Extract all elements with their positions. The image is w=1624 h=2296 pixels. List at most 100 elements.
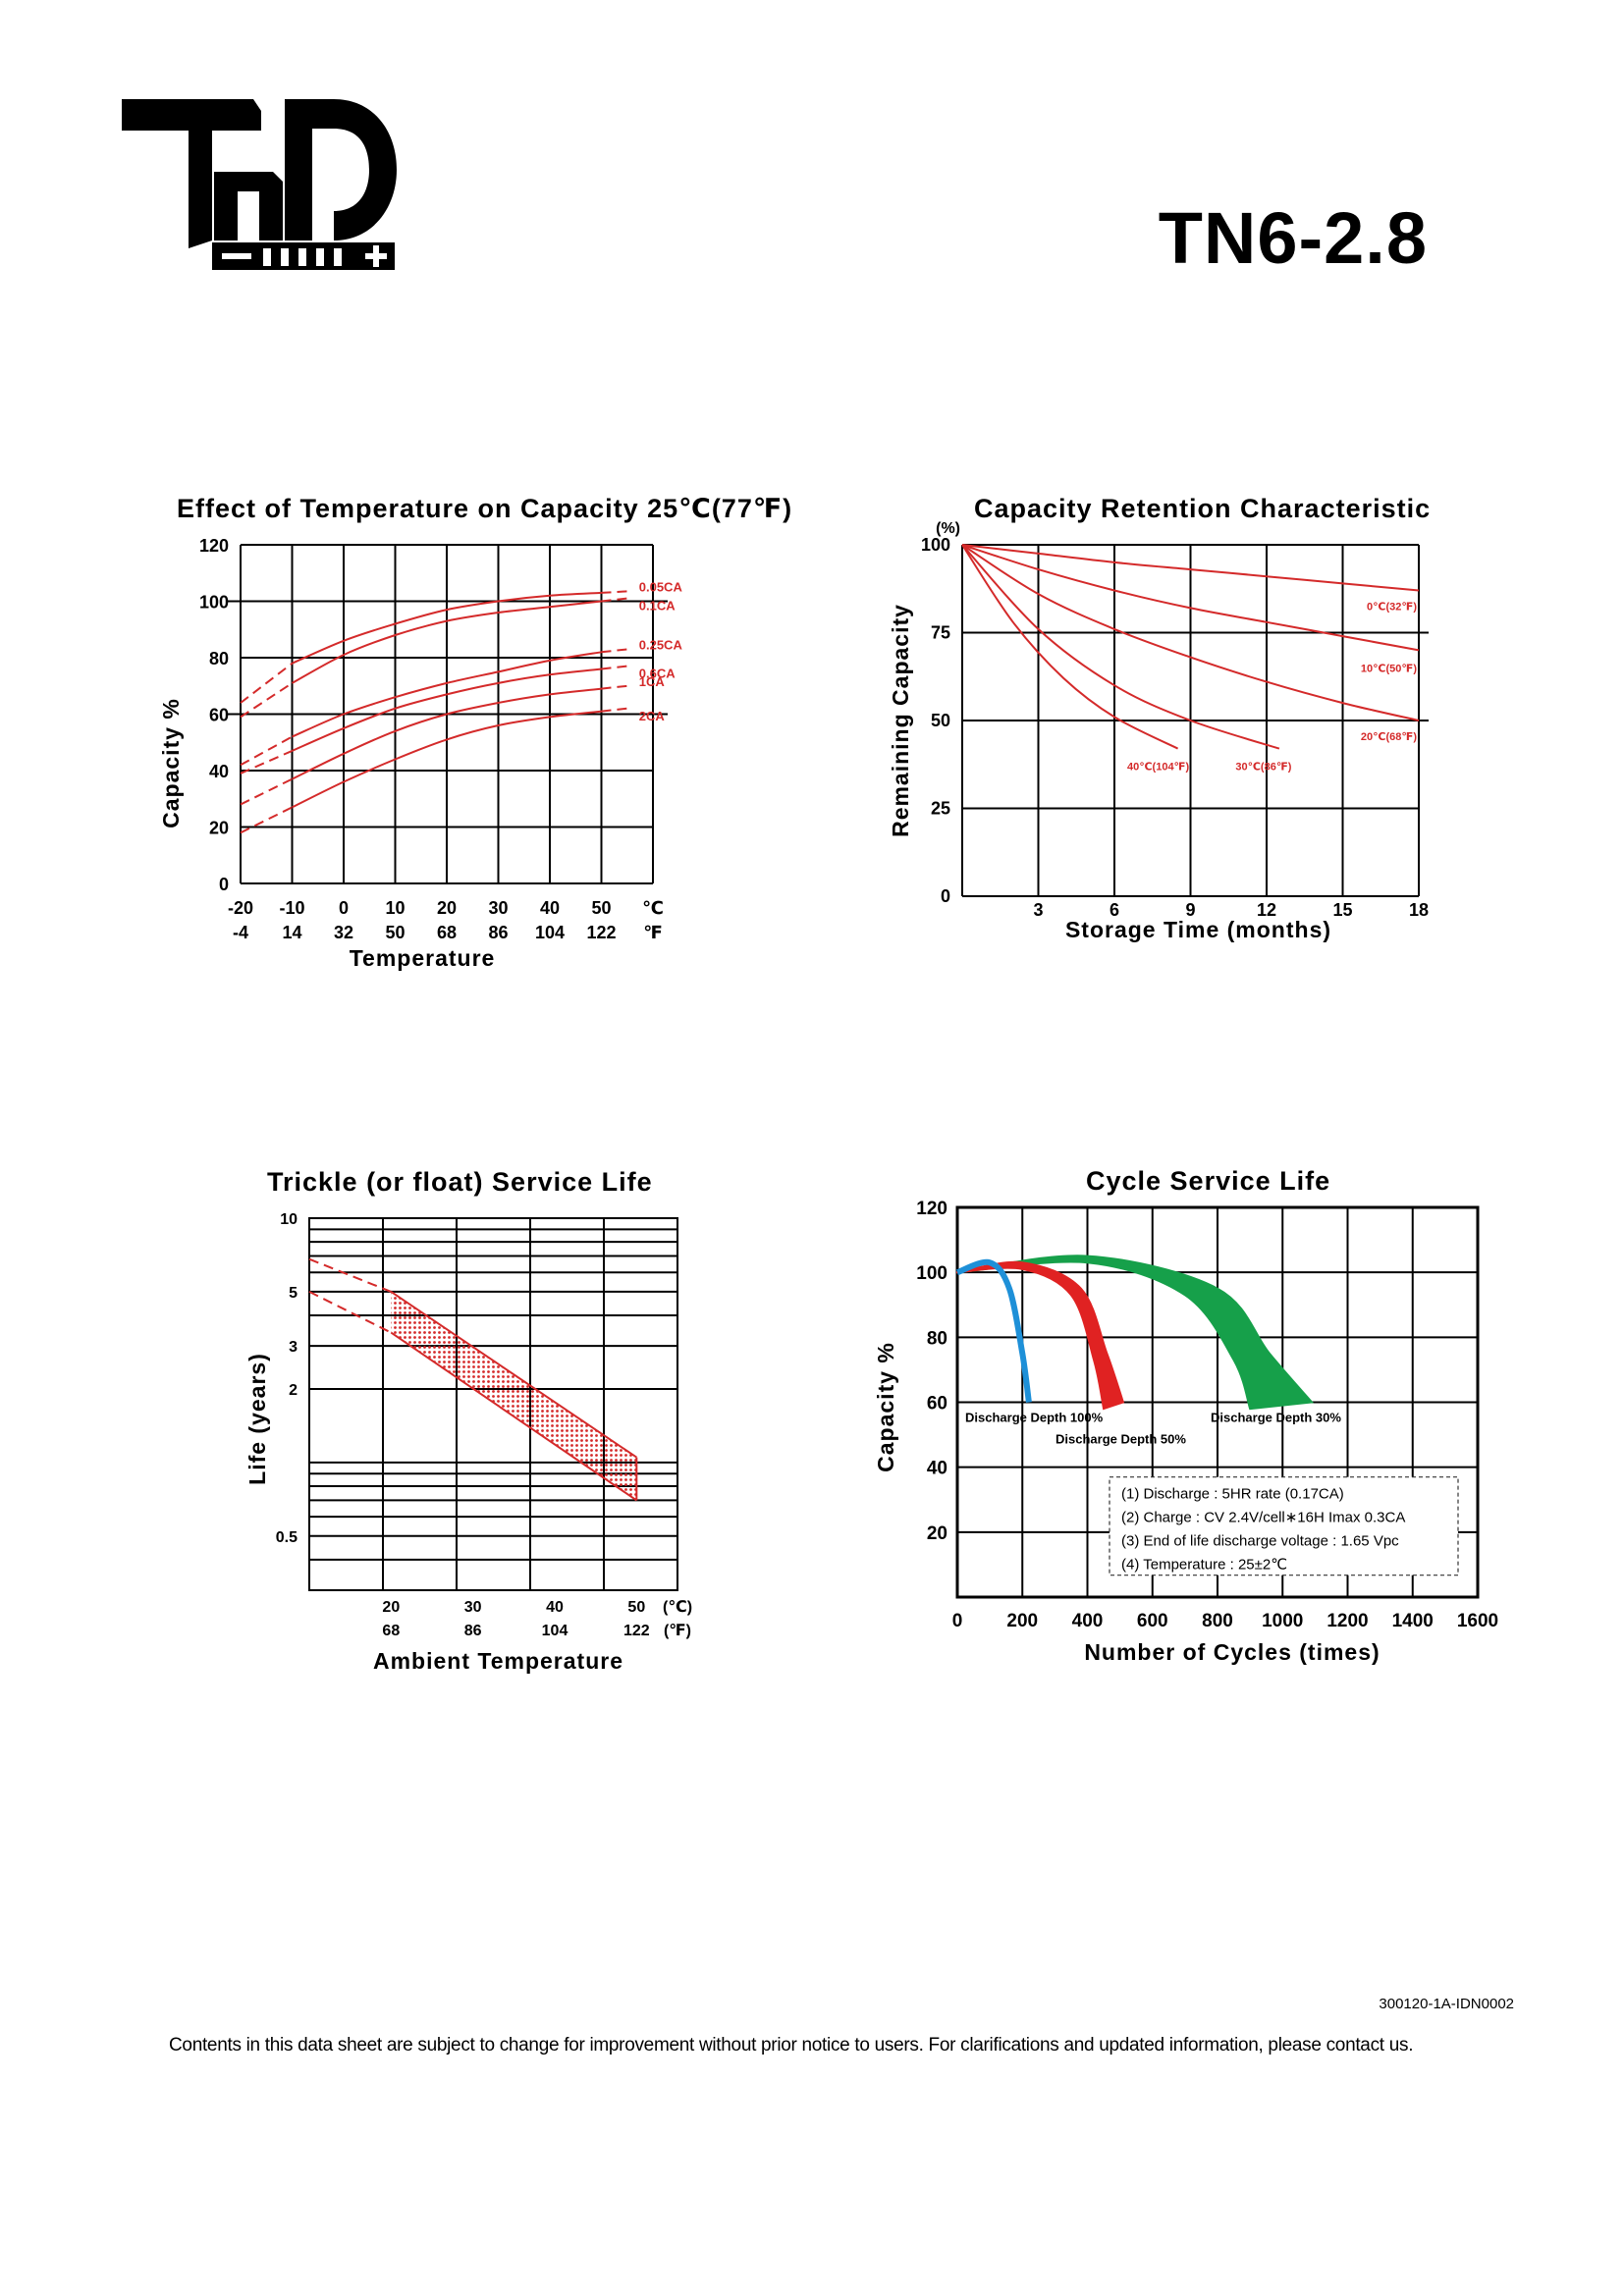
x-tick-label-f: 104	[542, 1623, 568, 1639]
series-curve	[961, 544, 1420, 592]
series-label: 2CA	[639, 709, 666, 723]
series-curve-dashed	[240, 682, 294, 719]
x-tick-label-c: 40	[546, 1599, 564, 1616]
x-tick-label: 600	[1137, 1611, 1168, 1631]
x-tick-label-c: 10	[385, 898, 405, 918]
x-tick-label: 15	[1332, 900, 1352, 920]
x-tick-label-f: ℉	[643, 923, 663, 942]
x-tick-label-c: 50	[591, 898, 611, 918]
chart-title: Cycle Service Life	[1086, 1166, 1330, 1196]
y-tick-label: 0	[219, 875, 229, 894]
series-curve-dashed	[601, 648, 627, 654]
series-curve	[292, 600, 602, 684]
series-label: 0℃(32℉)	[1367, 602, 1417, 614]
band-upper-dashed	[308, 1257, 392, 1293]
note-line: (1) Discharge : 5HR rate (0.17CA)	[1121, 1486, 1344, 1503]
cycle-band-30	[956, 1255, 1315, 1411]
y-tick-label: 20	[927, 1523, 947, 1544]
x-tick-label-f: 86	[464, 1623, 482, 1639]
x-tick-label-c: 50	[627, 1599, 645, 1616]
series-curve	[961, 544, 1280, 750]
x-tick-label-c: 20	[437, 898, 457, 918]
x-tick-label-f: (℉)	[664, 1623, 691, 1639]
y-unit-label: (%)	[936, 520, 960, 537]
series-curve	[292, 667, 602, 752]
life-band	[391, 1291, 637, 1501]
series-curve	[961, 544, 1420, 652]
x-tick-label-c: ℃	[642, 898, 664, 918]
series-label: 0.25CA	[639, 637, 683, 652]
x-axis-label: Storage Time (months)	[1065, 917, 1331, 942]
capacity-retention-chart: Capacity Retention Characteristic (%) 0 25 5…	[888, 494, 1431, 942]
y-tick-label: 100	[199, 593, 229, 613]
y-tick-label: 2	[289, 1382, 298, 1399]
x-tick-label-f: -4	[233, 923, 248, 942]
x-tick-label: 800	[1202, 1611, 1233, 1631]
y-tick-label: 0	[941, 886, 950, 906]
series-label: 1CA	[639, 674, 666, 689]
x-tick-label-f: 14	[282, 923, 301, 942]
x-tick-label: 0	[952, 1611, 963, 1631]
series-curve-dashed	[601, 684, 627, 690]
x-tick-label-f: 32	[334, 923, 353, 942]
note-line: (4) Temperature : 25±2℃	[1121, 1557, 1287, 1574]
series-curve-dashed	[601, 590, 627, 594]
y-axis-label: Capacity %	[158, 698, 184, 828]
y-tick-label: 0.5	[276, 1529, 298, 1546]
cycle-band-50	[956, 1260, 1125, 1411]
series-curve-dashed	[240, 735, 293, 767]
y-tick-label: 10	[280, 1211, 298, 1228]
x-tick-label: 200	[1006, 1611, 1038, 1631]
note-line: (3) End of life discharge voltage : 1.65…	[1121, 1533, 1399, 1550]
x-tick-label-c: (℃)	[663, 1599, 692, 1616]
series-curve-dashed	[601, 707, 627, 713]
y-tick-label: 100	[921, 535, 950, 555]
y-tick-label: 3	[289, 1339, 298, 1356]
y-tick-label: 120	[199, 536, 229, 556]
x-axis-label: Ambient Temperature	[373, 1648, 623, 1674]
x-tick-label: 12	[1257, 900, 1276, 920]
series-curve	[292, 710, 602, 809]
chart-title: Trickle (or float) Service Life	[267, 1167, 653, 1197]
y-axis-label: Capacity %	[873, 1342, 898, 1472]
x-tick-label: 1200	[1326, 1611, 1368, 1631]
y-axis-label: Life (years)	[244, 1353, 270, 1485]
y-tick-label: 100	[916, 1263, 947, 1284]
x-tick-label-f: 50	[385, 923, 405, 942]
float-service-life-chart: Trickle (or float) Service Life 10 5 3 2 0.5 2…	[244, 1167, 692, 1674]
y-tick-label: 60	[209, 706, 229, 725]
model-number: TN6-2.8	[1158, 197, 1428, 279]
series-curve	[292, 687, 602, 780]
y-tick-label: 50	[931, 711, 950, 730]
y-tick-label: 80	[927, 1328, 947, 1349]
x-tick-label-f: 68	[437, 923, 457, 942]
document-id: 300120-1A-IDN0002	[1379, 1996, 1514, 2012]
disclaimer-text: Contents in this data sheet are subject …	[169, 2035, 1414, 2056]
x-tick-label-f: 122	[586, 923, 616, 942]
x-tick-label-c: 30	[488, 898, 508, 918]
chart-title: Capacity Retention Characteristic	[974, 494, 1431, 523]
y-tick-label: 120	[916, 1199, 947, 1219]
x-tick-label: 1400	[1392, 1611, 1434, 1631]
series-curve-dashed	[240, 749, 293, 774]
series-label: Discharge Depth 100%	[965, 1411, 1104, 1425]
y-tick-label: 5	[289, 1285, 298, 1302]
x-tick-label-f: 122	[623, 1623, 650, 1639]
x-tick-label-f: 68	[382, 1623, 400, 1639]
series-label: Discharge Depth 50%	[1056, 1432, 1186, 1447]
x-tick-label-c: -10	[279, 898, 304, 918]
y-tick-label: 80	[209, 649, 229, 668]
series-curve-dashed	[601, 665, 627, 670]
y-tick-label: 25	[931, 799, 950, 819]
x-axis-label: Number of Cycles (times)	[1084, 1639, 1380, 1665]
band-lower-dashed	[308, 1291, 392, 1334]
y-tick-label: 40	[927, 1459, 947, 1479]
plot-frame	[308, 1217, 678, 1591]
x-tick-label-c: 40	[540, 898, 560, 918]
series-curve	[961, 544, 1420, 721]
series-curve-dashed	[601, 597, 627, 603]
x-tick-label-c: -20	[228, 898, 253, 918]
x-tick-label-c: 20	[382, 1599, 400, 1616]
series-label: 20℃(68℉)	[1361, 731, 1417, 743]
